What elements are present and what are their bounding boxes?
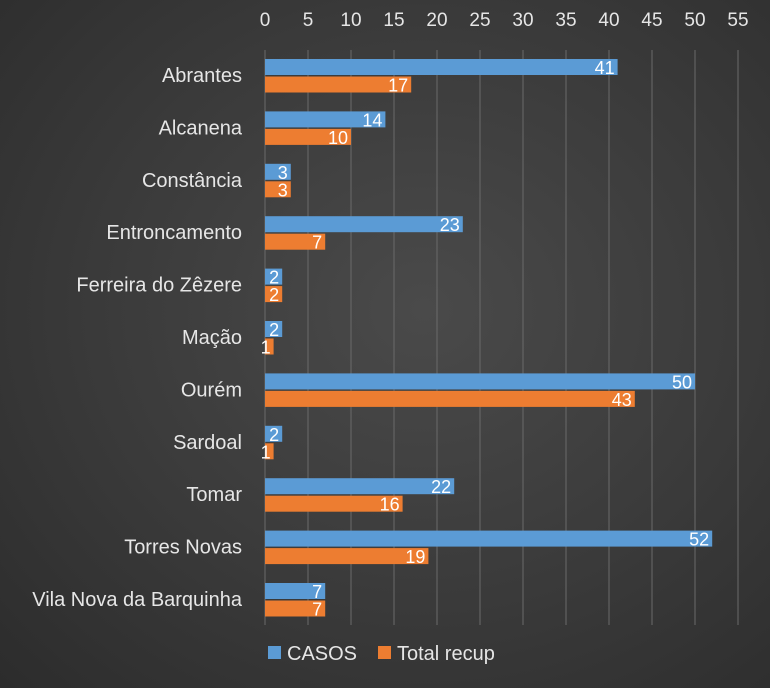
category-label-tomar: Tomar xyxy=(186,484,242,506)
category-label-abrantes: Abrantes xyxy=(162,65,242,87)
x-tick-label: 30 xyxy=(512,10,533,31)
bar-total-recup-tomar xyxy=(265,495,403,512)
data-label-total-recup-constancia: 3 xyxy=(278,180,288,200)
category-label-alcanena: Alcanena xyxy=(159,117,243,139)
bar-total-recup-ferreira-do-zezere xyxy=(265,286,283,303)
gridlines xyxy=(264,50,739,625)
legend-swatch-casos xyxy=(268,646,281,659)
data-label-total-recup-torres-novas: 19 xyxy=(405,547,425,567)
category-label-ourem: Ourém xyxy=(181,379,242,401)
bar-casos-constancia xyxy=(265,163,291,180)
x-tick-label: 10 xyxy=(340,10,361,31)
legend-swatch-total-recup xyxy=(378,646,391,659)
data-label-casos-tomar: 22 xyxy=(431,477,451,497)
bar-total-recup-torres-novas xyxy=(265,548,429,565)
data-label-total-recup-ferreira-do-zezere: 2 xyxy=(269,285,279,305)
data-label-total-recup-tomar: 16 xyxy=(380,495,400,515)
bars xyxy=(265,59,713,617)
category-label-entroncamento: Entroncamento xyxy=(106,222,242,244)
x-tick-label: 20 xyxy=(426,10,447,31)
x-tick-label: 35 xyxy=(555,10,576,31)
bar-total-recup-alcanena xyxy=(265,128,351,145)
bar-total-recup-vila-nova-da-barquinha xyxy=(265,600,326,617)
x-tick-label: 0 xyxy=(260,10,271,31)
bar-casos-sardoal xyxy=(265,425,283,442)
data-label-casos-sardoal: 2 xyxy=(269,425,279,445)
bar-casos-torres-novas xyxy=(265,530,713,547)
data-label-casos-abrantes: 41 xyxy=(595,58,615,78)
legend-label-total-recup: Total recup xyxy=(397,643,495,665)
x-tick-label: 25 xyxy=(469,10,490,31)
legend-label-casos: CASOS xyxy=(287,643,357,665)
category-label-macao: Mação xyxy=(182,327,242,349)
bar-casos-ferreira-do-zezere xyxy=(265,268,283,285)
x-tick-label: 45 xyxy=(641,10,662,31)
bar-casos-ourem xyxy=(265,373,695,390)
data-label-casos-ferreira-do-zezere: 2 xyxy=(269,268,279,288)
x-tick-label: 55 xyxy=(727,10,748,31)
x-tick-label: 5 xyxy=(303,10,314,31)
bar-total-recup-entroncamento xyxy=(265,233,326,250)
x-tick-label: 40 xyxy=(598,10,619,31)
data-label-total-recup-abrantes: 17 xyxy=(388,76,408,96)
x-tick-label: 50 xyxy=(684,10,705,31)
x-tick-label: 15 xyxy=(383,10,404,31)
bar-casos-alcanena xyxy=(265,111,386,128)
bar-total-recup-abrantes xyxy=(265,76,412,93)
category-labels: Abrantes Alcanena Constância Entroncamento F… xyxy=(32,65,243,611)
data-label-casos-alcanena: 14 xyxy=(362,110,382,130)
category-label-vila-nova-da-barquinha: Vila Nova da Barquinha xyxy=(32,589,243,611)
data-label-casos-entroncamento: 23 xyxy=(440,215,460,235)
bar-casos-abrantes xyxy=(265,59,618,75)
data-label-casos-macao: 2 xyxy=(269,320,279,340)
data-label-total-recup-alcanena: 10 xyxy=(328,128,348,148)
bar-casos-tomar xyxy=(265,478,455,495)
bar-total-recup-constancia xyxy=(265,181,291,198)
data-label-total-recup-ourem: 43 xyxy=(612,390,632,410)
bar-casos-entroncamento xyxy=(265,216,463,233)
bar-total-recup-sardoal xyxy=(265,443,274,460)
data-label-casos-vila-nova-da-barquinha: 7 xyxy=(312,582,322,602)
legend: CASOS Total recup xyxy=(268,643,495,665)
data-label-total-recup-vila-nova-da-barquinha: 7 xyxy=(312,600,322,620)
data-label-total-recup-sardoal: 1 xyxy=(261,442,271,462)
category-label-ferreira-do-zezere: Ferreira do Zêzere xyxy=(76,275,242,297)
bar-total-recup-ourem xyxy=(265,390,635,407)
bar-casos-macao xyxy=(265,321,283,337)
bar-casos-vila-nova-da-barquinha xyxy=(265,583,326,599)
data-label-casos-torres-novas: 52 xyxy=(689,530,709,550)
x-axis-ticks: 0 5 10 15 20 25 30 35 40 45 50 55 xyxy=(260,10,749,31)
data-label-casos-constancia: 3 xyxy=(278,163,288,183)
category-label-torres-novas: Torres Novas xyxy=(124,537,242,559)
data-label-casos-ourem: 50 xyxy=(672,372,692,392)
bar-total-recup-macao xyxy=(265,338,274,355)
data-label-total-recup-entroncamento: 7 xyxy=(312,233,322,253)
data-label-total-recup-macao: 1 xyxy=(261,338,271,358)
category-label-sardoal: Sardoal xyxy=(173,432,242,454)
category-label-constancia: Constância xyxy=(142,170,243,192)
